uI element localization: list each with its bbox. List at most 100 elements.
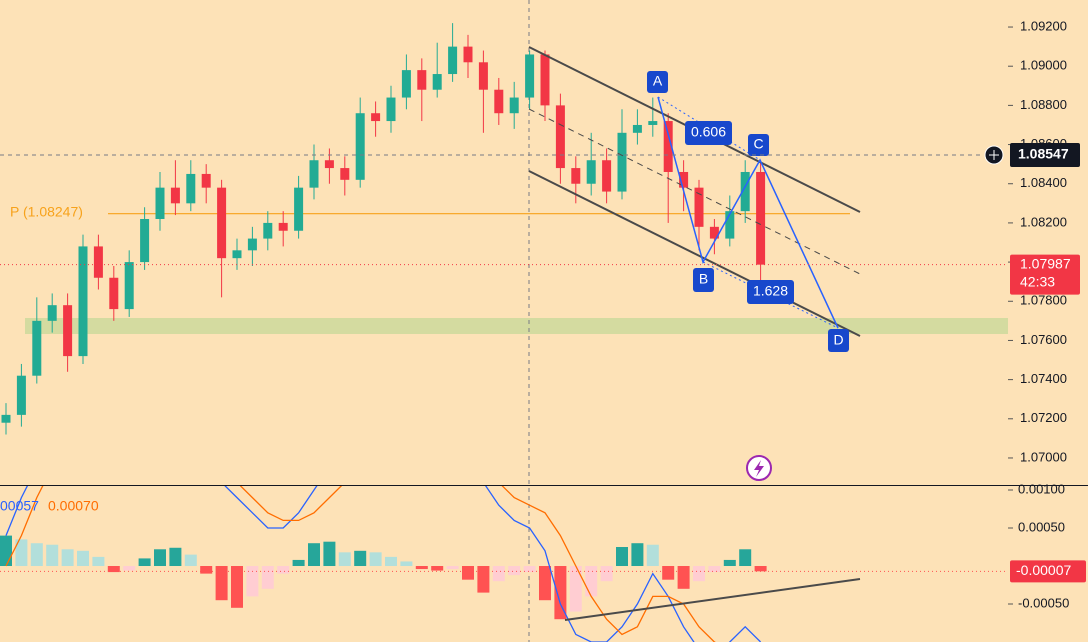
candle-body (217, 187, 227, 259)
histogram-bar (323, 541, 336, 567)
histogram-bar (77, 550, 89, 567)
candle-body (401, 70, 411, 98)
histogram-bar (154, 549, 166, 567)
histogram-bar (107, 566, 120, 573)
histogram-bar (215, 566, 228, 601)
y-tick-label: 1.07200 (1020, 410, 1067, 425)
macd-line (5, 486, 762, 642)
support-zone (25, 318, 1008, 334)
y-tick-label: 0.00100 (1018, 481, 1065, 496)
candle-body (247, 238, 257, 251)
histogram-bar (277, 566, 290, 574)
histogram-bar (400, 561, 413, 567)
histogram-bar (569, 566, 582, 612)
candle-body (324, 160, 334, 169)
label-box (647, 71, 668, 93)
histogram-bar (123, 566, 136, 571)
candle-body (140, 218, 150, 263)
candle-body (494, 89, 504, 114)
histogram-bar (462, 566, 474, 580)
candle-body (571, 168, 581, 184)
candle-body (371, 113, 381, 122)
last-value: -0.00007 (1016, 562, 1071, 578)
histogram-bar (308, 543, 320, 567)
histogram-bar (338, 552, 351, 567)
histogram-bar (754, 566, 767, 572)
candle-body (432, 74, 442, 90)
candle-body (756, 171, 766, 265)
signal-line (5, 486, 716, 642)
candle-body (540, 54, 550, 106)
crosshair-price: 1.08547 (1018, 146, 1069, 162)
candle-body (448, 46, 458, 75)
y-tick-label: 1.09000 (1020, 58, 1067, 73)
candle-body (47, 305, 57, 321)
histogram-bar (231, 566, 243, 608)
histogram-bar (385, 556, 397, 567)
histogram-bar (292, 559, 305, 567)
candle-body (278, 222, 288, 231)
countdown: 42:33 (1020, 273, 1055, 289)
last-value-box (1010, 560, 1086, 583)
macd-trendline (564, 578, 861, 621)
candle-body (355, 113, 365, 180)
price-pane (1, 23, 850, 435)
candle-body (602, 160, 612, 192)
y-tick-label: 1.08400 (1020, 175, 1067, 190)
histogram-bar (616, 547, 628, 567)
candle-body (709, 226, 719, 239)
histogram-bar (61, 549, 74, 567)
candle-body (63, 305, 73, 357)
candle-body (155, 187, 165, 219)
histogram-bar (169, 547, 182, 567)
histogram-bar (354, 550, 367, 567)
point-label: D (833, 332, 843, 348)
candle-body (186, 173, 196, 204)
histogram-bar (677, 566, 690, 589)
pattern-labels: A B C D 0.606 1.628 (647, 71, 849, 352)
y-tick-label: 1.07800 (1020, 293, 1067, 308)
candle-body (617, 132, 627, 192)
candle-body (263, 222, 273, 239)
y-tick-label: 1.08200 (1020, 214, 1067, 229)
histogram-bar (415, 566, 428, 570)
y-tick-label: 0.00050 (1018, 519, 1065, 534)
candle-body (555, 105, 565, 169)
pivot-label: P (1.08247) (10, 204, 83, 220)
histogram-bar (631, 543, 644, 567)
candle-body (16, 375, 26, 415)
candle-body (201, 173, 211, 188)
candle-body (386, 97, 396, 122)
ratio-box (747, 280, 794, 304)
price-axis: 1.070001.072001.074001.076001.078001.080… (1008, 18, 1069, 610)
histogram-bar (492, 566, 505, 582)
label-box (748, 134, 769, 156)
histogram-bar (46, 544, 59, 567)
histogram-bar (92, 556, 105, 567)
histogram-bar (662, 566, 675, 580)
y-tick-label: 1.07000 (1020, 449, 1067, 464)
candle-body (509, 97, 519, 114)
plus-icon (989, 149, 999, 160)
y-tick-label: 1.07600 (1020, 332, 1067, 347)
histogram-bar (739, 549, 752, 567)
ratio-label: 0.606 (691, 124, 726, 140)
histogram-bar (138, 558, 151, 567)
abcd-pattern (657, 96, 839, 329)
candle-body (632, 124, 642, 133)
candle-body (32, 320, 42, 376)
point-label: C (753, 136, 763, 152)
channel-bottom (528, 170, 861, 337)
candle-body (679, 171, 689, 188)
candle-body (663, 121, 673, 172)
histogram-bar (523, 566, 536, 573)
histogram-bar (708, 566, 721, 573)
histogram-bar (184, 554, 197, 567)
histogram-bar (0, 535, 12, 567)
candle-body (124, 262, 134, 310)
candle-body (417, 70, 427, 90)
candle-body (93, 246, 103, 278)
histogram-bar (585, 566, 598, 597)
last-price: 1.07987 (1020, 255, 1071, 271)
